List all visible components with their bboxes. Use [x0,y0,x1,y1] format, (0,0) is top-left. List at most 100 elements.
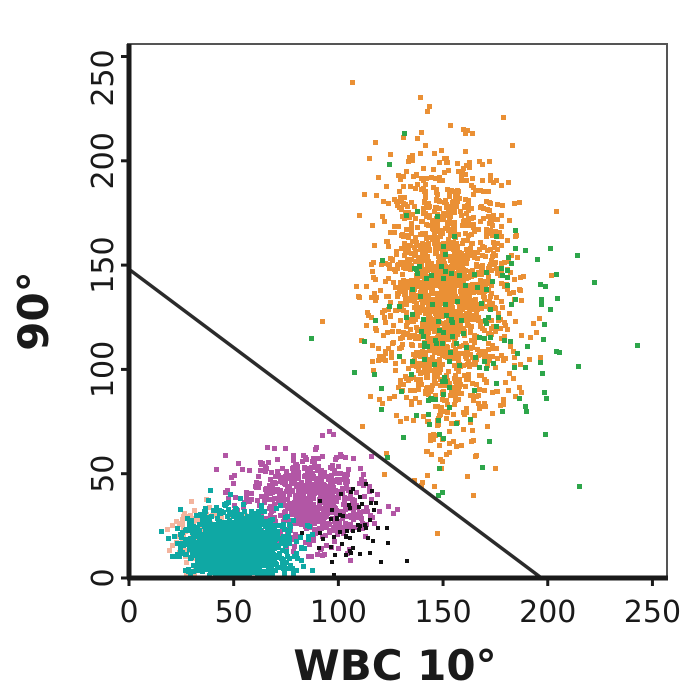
data-point [453,335,458,340]
data-point [187,547,192,552]
data-point [192,508,197,513]
data-point [182,511,187,516]
data-point [452,376,457,381]
data-point [481,206,486,211]
data-point [369,454,374,459]
data-point [419,286,424,291]
data-point [245,523,250,528]
data-point [484,287,489,292]
data-point [370,359,375,364]
data-point [386,201,391,206]
data-point [272,446,277,451]
data-point [466,208,471,213]
data-point [401,308,406,313]
data-point [317,501,322,506]
data-point [464,178,469,183]
data-point [383,351,388,356]
data-point [463,172,468,177]
data-point [420,349,425,354]
data-point [422,200,427,205]
data-point [434,187,439,192]
data-point [437,309,442,314]
x-axis-ticks: 0 50 100 150 200 250 [119,578,681,630]
data-point [409,317,414,322]
data-point [257,481,262,486]
data-point [404,283,409,288]
data-point [319,546,324,551]
data-point [443,264,448,269]
data-point [255,498,260,503]
data-point [476,353,481,358]
data-point [289,489,294,494]
data-point [226,562,231,567]
data-point [473,250,478,255]
data-point [287,518,292,523]
data-point [302,483,307,488]
data-point [413,396,418,401]
data-point [287,522,292,527]
data-point [202,509,207,514]
data-point [226,496,231,501]
data-point [395,507,400,512]
data-point [465,474,470,479]
data-point [202,524,207,529]
data-point [365,310,370,315]
data-point [401,382,406,387]
data-point [484,380,489,385]
data-point [393,269,398,274]
data-point [362,479,367,484]
data-point [429,175,434,180]
data-point [467,308,472,313]
data-point [312,465,317,470]
data-point [315,465,320,470]
data-point [429,452,434,457]
data-point [287,556,292,561]
data-point [458,308,463,313]
data-point [400,335,405,340]
data-point [490,411,495,416]
data-point [457,351,462,356]
data-point [287,492,292,497]
data-point [372,372,377,377]
data-point [425,242,430,247]
data-point [439,337,444,342]
data-point [513,228,518,233]
data-point [309,509,314,514]
data-point [523,404,528,409]
data-point [425,109,430,114]
data-point [192,551,197,556]
data-point [400,342,405,347]
data-point [509,253,514,258]
data-point [248,569,253,574]
data-point [413,336,418,341]
data-point [238,496,243,501]
data-point [250,538,255,543]
data-point [370,489,374,493]
data-point [341,502,346,507]
data-point [261,541,266,546]
data-point [367,489,372,494]
data-point [426,398,431,403]
data-point [511,376,516,381]
data-point [294,476,299,481]
data-point [445,410,450,415]
data-point [259,512,264,517]
data-point [422,189,427,194]
data-point [260,461,265,466]
data-point [467,352,472,357]
data-point [348,493,353,498]
data-point [471,185,476,190]
data-point [438,367,443,372]
data-point [453,324,458,329]
data-point [305,471,310,476]
data-point [441,327,446,332]
data-point [279,541,284,546]
data-point [511,349,516,354]
data-point [470,299,475,304]
data-point [469,216,474,221]
data-point [452,230,457,235]
data-point [449,255,454,260]
data-point [397,189,402,194]
data-point [373,140,378,145]
data-point [501,402,506,407]
